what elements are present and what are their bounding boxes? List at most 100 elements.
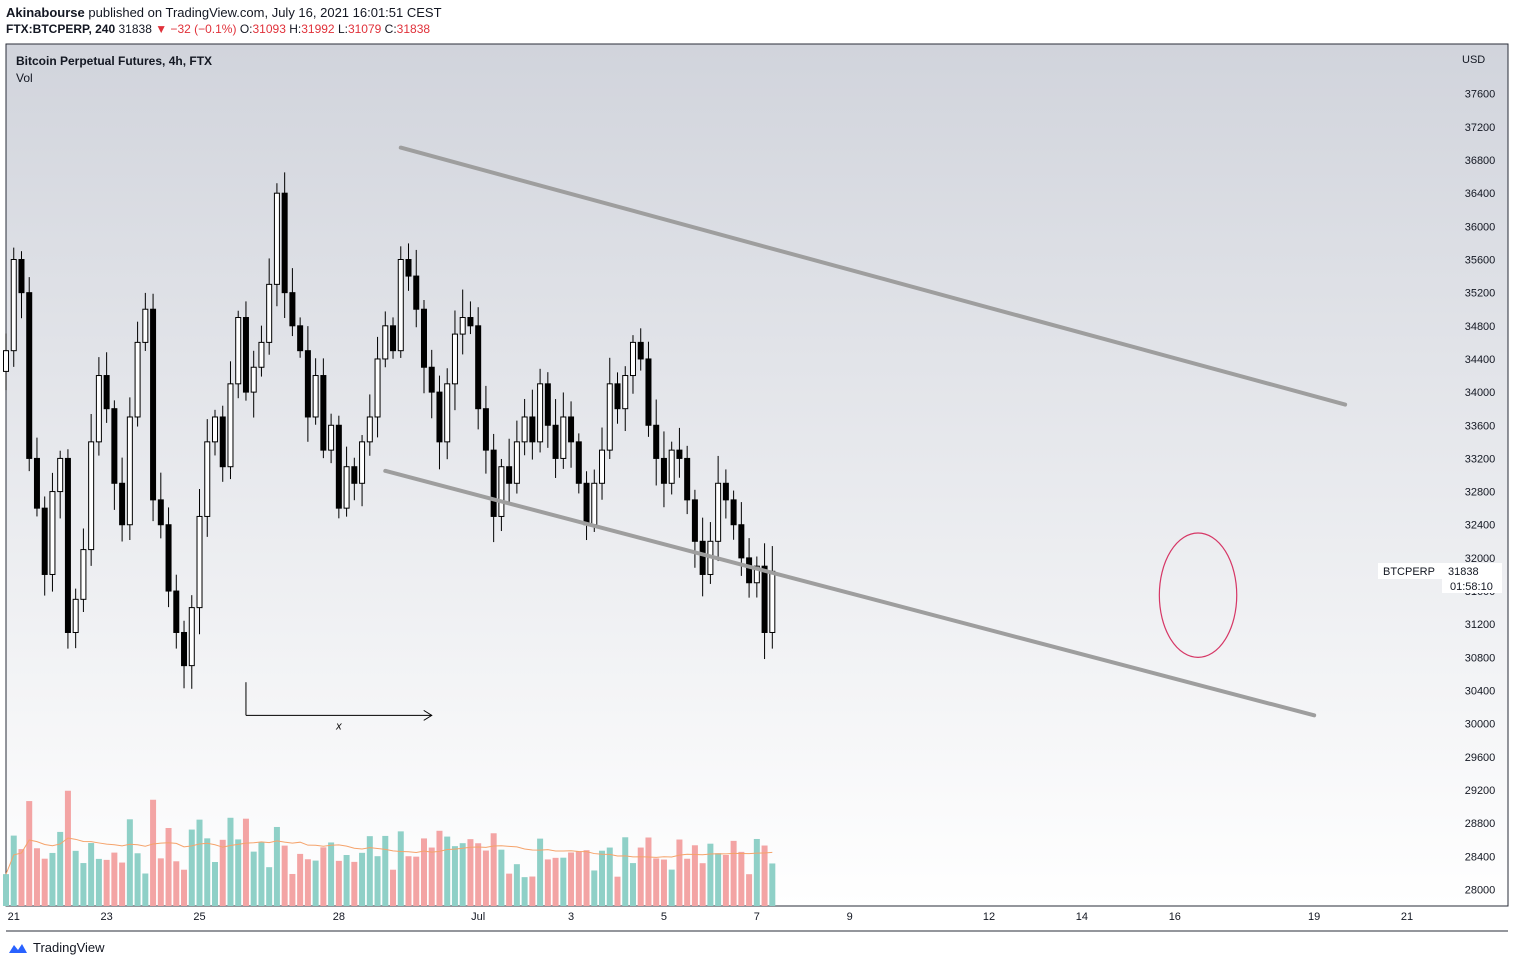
y-tick-label: 32000 (1465, 553, 1496, 565)
footer-brand-text: TradingView (33, 940, 105, 955)
low-value: 31079 (347, 22, 382, 36)
y-tick-label: 34000 (1465, 387, 1496, 399)
volume-bar-up (95, 858, 102, 906)
volume-bar-down (691, 845, 698, 906)
candle-down (413, 275, 420, 310)
candle-up (57, 457, 64, 493)
channel-upper[interactable] (398, 145, 1348, 407)
candle-up (188, 607, 195, 667)
plot-area[interactable] (5, 43, 1509, 907)
candle-down (297, 325, 304, 352)
high-value: 31992 (301, 22, 335, 36)
volume-bar-up (88, 843, 95, 906)
volume-bar-down (436, 830, 443, 906)
candle-down (351, 466, 358, 484)
volume-bar-down (467, 839, 474, 906)
y-tick-label: 36800 (1465, 155, 1496, 167)
volume-bar-up (188, 829, 195, 906)
volume-bar-down (103, 859, 110, 906)
candle-down (552, 424, 559, 459)
candle-up (72, 598, 79, 633)
candle-down (150, 308, 157, 501)
candle-up (49, 491, 56, 575)
volume-bar-up (359, 852, 366, 906)
candle-down (281, 192, 288, 294)
channel-lower[interactable] (383, 468, 1317, 718)
volume-bar-up (266, 867, 273, 906)
candle-up (498, 466, 505, 517)
y-tick-label: 37200 (1465, 122, 1496, 134)
candle-up (328, 424, 335, 451)
last-price-value: 31838 (1448, 566, 1479, 578)
volume-bar-down (289, 873, 296, 906)
author-name[interactable]: Akinabourse (6, 5, 85, 20)
x-tick-label: 14 (1076, 911, 1088, 923)
volume-bar-down (181, 869, 188, 906)
candle-up (374, 358, 381, 418)
published-text: published on TradingView.com, July 16, 2… (88, 5, 442, 20)
volume-bar-down (165, 828, 172, 906)
candle-up (3, 350, 9, 372)
volume-bar-down (583, 850, 590, 906)
candle-down (289, 292, 296, 327)
candle-down (64, 457, 71, 633)
volume-bar-down (351, 861, 358, 906)
candle-down (722, 482, 729, 501)
candle-up (266, 283, 273, 343)
y-tick-label: 30000 (1465, 719, 1496, 731)
candle-down (173, 590, 180, 633)
candle-up (606, 383, 613, 451)
candle-up (95, 375, 102, 443)
candle-up (88, 441, 95, 551)
highlight-circle[interactable] (1158, 532, 1238, 658)
volume-bar-down (544, 859, 551, 906)
low-label: L: (337, 22, 348, 36)
volume-bar-up (250, 851, 257, 906)
x-tick-label: 19 (1308, 911, 1320, 923)
volume-bar-down (111, 852, 118, 906)
volume-bar-up (273, 826, 280, 906)
x-tick-label: 23 (101, 911, 113, 923)
volume-ma-line (5, 837, 773, 875)
candle-up (126, 416, 133, 526)
y-tick-label: 32400 (1465, 520, 1496, 532)
candle-up (629, 341, 636, 377)
y-tick-label: 29200 (1465, 785, 1496, 797)
volume-bar-down (150, 799, 157, 906)
bar-countdown: 01:58:10 (1450, 581, 1493, 593)
candle-down (103, 375, 110, 410)
open-label: O: (239, 22, 253, 36)
volume-bar-down (738, 851, 745, 906)
candle-down (490, 449, 497, 517)
volume-bar-down (684, 858, 691, 906)
y-tick-label: 36400 (1465, 188, 1496, 200)
volume-bar-down (653, 858, 660, 906)
volume-bar-up (382, 835, 389, 906)
volume-bar-down (320, 847, 327, 906)
volume-bar-down (405, 856, 412, 906)
volume-bar-up (769, 863, 776, 906)
candle-up (513, 441, 520, 484)
volume-bar-up (715, 853, 722, 906)
x-tick-label: Jul (471, 911, 485, 923)
volume-bar-up (513, 864, 520, 906)
candle-down (119, 482, 126, 526)
y-tick-label: 35600 (1465, 255, 1496, 267)
volume-bar-down (390, 869, 397, 906)
candle-up (204, 441, 211, 517)
candle-up (622, 375, 629, 410)
candle-down (544, 383, 551, 426)
candle-up (599, 449, 606, 484)
volume-bar-down (660, 859, 667, 906)
volume-bar-down (64, 790, 71, 906)
candle-down (676, 449, 683, 459)
currency-label: USD (1462, 54, 1485, 66)
footer-brand[interactable]: TradingView (8, 940, 105, 955)
candle-down (699, 540, 706, 575)
volume-bar-up (591, 870, 598, 906)
volume-bar-up (753, 838, 760, 906)
candle-up (343, 466, 350, 509)
candle-down (436, 391, 443, 443)
candle-down (33, 457, 40, 509)
